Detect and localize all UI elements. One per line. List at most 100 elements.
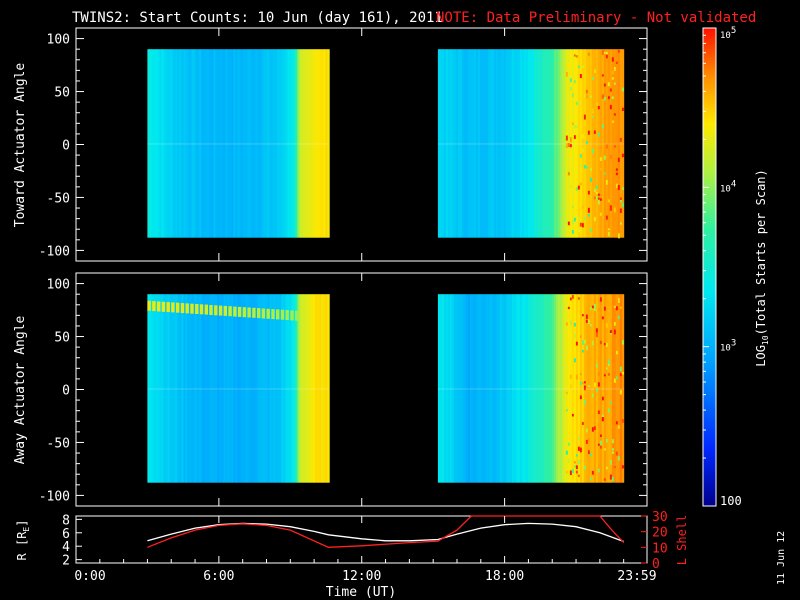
heatmap-column (541, 294, 545, 483)
x-tick-label: 12:00 (342, 569, 381, 584)
heatmap-column (457, 294, 461, 483)
heatmap-column (559, 49, 563, 238)
heatmap-column (583, 49, 587, 238)
heatmap-speckle (615, 451, 618, 456)
heatmap-column (581, 294, 585, 483)
heatmap-column (445, 294, 449, 483)
heatmap-speckle (605, 54, 608, 59)
heatmap-column (235, 49, 238, 238)
heatmap-column (195, 49, 198, 238)
heatmap-speckle (581, 314, 584, 317)
heatmap-speckle (603, 51, 606, 54)
heatmap-column (479, 294, 483, 483)
heatmap-speckle (575, 125, 578, 129)
lshell-tick-label: 0 (652, 557, 660, 572)
heatmap-speckle (611, 425, 614, 428)
heatmap-column (505, 49, 509, 238)
zero-angle-stripe (437, 142, 624, 145)
heatmap-speckle (599, 434, 602, 438)
x-tick-label: 18:00 (485, 569, 524, 584)
heatmap-column (309, 49, 312, 238)
heatmap-column (205, 49, 208, 238)
heatmap-column (577, 294, 581, 483)
heatmap-speckle (609, 88, 612, 92)
chart-title: TWINS2: Start Counts: 10 Jun (day 161), … (72, 10, 443, 26)
heatmap-column (557, 294, 561, 483)
heatmap-column (577, 49, 581, 238)
heatmap-column (227, 49, 230, 238)
heatmap-column (493, 294, 497, 483)
heatmap-column (467, 49, 471, 238)
heatmap-speckle (567, 143, 570, 148)
heatmap-column (313, 49, 316, 238)
heatmap-column (261, 49, 264, 238)
heatmap-speckle (583, 165, 586, 169)
heatmap-column (321, 294, 324, 483)
heatmap-column (225, 49, 228, 238)
heatmap-column (157, 49, 160, 238)
heatmap-speckle (583, 136, 586, 139)
heatmap-column (619, 294, 623, 483)
heatmap-column (241, 294, 244, 483)
y-tick-label: 0 (62, 384, 70, 399)
orbit-lines (147, 515, 625, 548)
heatmap-speckle (619, 208, 622, 213)
heatmap-speckle (609, 104, 612, 110)
heatmap-speckle (571, 230, 574, 234)
heatmap-column (165, 294, 168, 483)
heatmap-speckle (581, 65, 584, 69)
heatmap-column (281, 294, 284, 483)
heatmap-speckle (585, 166, 588, 169)
heatmap-column (483, 294, 487, 483)
heatmap-column (323, 294, 326, 483)
heatmap-column (275, 49, 278, 238)
heatmap-column (297, 49, 300, 238)
heatmap-speckle (593, 304, 596, 309)
heatmap-column (485, 49, 489, 238)
zero-angle-stripe (147, 387, 329, 390)
heatmap-band (204, 304, 208, 315)
heatmap-column (617, 294, 621, 483)
heatmap-speckle (569, 297, 572, 301)
heatmap-column (503, 294, 507, 483)
heatmap-column (163, 49, 166, 238)
heatmap-speckle (591, 470, 594, 475)
heatmap-column (441, 294, 445, 483)
heatmap-column (571, 294, 575, 483)
heatmap-speckle (605, 323, 608, 328)
heatmap-column (601, 49, 605, 238)
heatmap-speckle (587, 438, 590, 442)
heatmap-column (549, 49, 553, 238)
heatmap-column (251, 49, 254, 238)
toward-y-axis: 100 50 0 -50 -100 (39, 28, 648, 261)
heatmap-speckle (617, 315, 620, 320)
heatmap-column (491, 49, 495, 238)
heatmap-column (177, 294, 180, 483)
heatmap-column (527, 49, 531, 238)
heatmap-column (177, 49, 180, 238)
heatmap-speckle (595, 185, 598, 189)
heatmap-speckle (581, 340, 584, 345)
colorbar: 100 103 104 105 LOG10(Total Starts per Scan… (702, 26, 770, 508)
heatmap-column (265, 294, 268, 483)
heatmap-column (591, 294, 595, 483)
heatmap-column (217, 49, 220, 238)
y-tick-label: 100 (47, 278, 70, 293)
heatmap-speckle (621, 465, 624, 469)
heatmap-speckle (589, 59, 592, 63)
heatmap-column (523, 294, 527, 483)
heatmap-column (559, 294, 563, 483)
heatmap-speckle (575, 374, 578, 380)
heatmap-column (191, 294, 194, 483)
heatmap-speckle (567, 316, 570, 321)
heatmap-speckle (585, 319, 588, 323)
heatmap-column (257, 294, 260, 483)
heatmap-column (203, 294, 206, 483)
heatmap-speckle (597, 410, 600, 415)
heatmap-speckle (599, 340, 602, 345)
heatmap-speckle (619, 222, 622, 225)
heatmap-column (455, 49, 459, 238)
heatmap-speckle (599, 157, 602, 161)
y-tick-label: 100 (47, 33, 70, 48)
